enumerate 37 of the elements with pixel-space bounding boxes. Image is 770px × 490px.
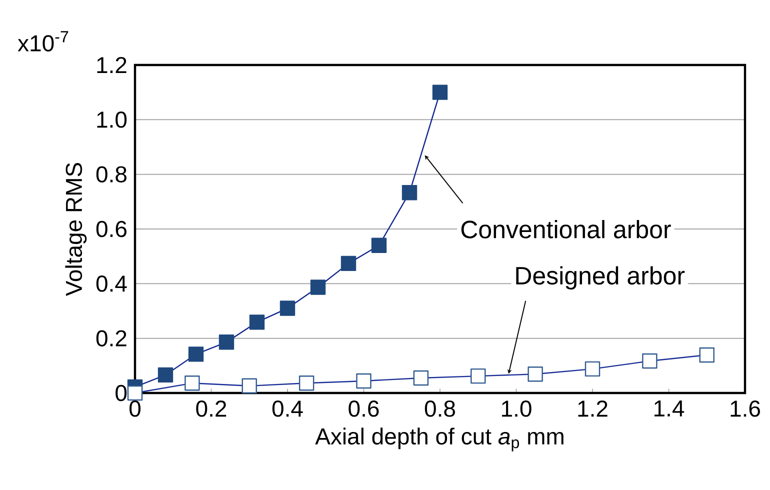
text: x10$^{-7}$ xyxy=(18,31,68,52)
x-tick-label: 0.4 xyxy=(272,400,303,417)
y-tick-label: 1.2 xyxy=(97,56,126,74)
x-tick-label: 1.6 xyxy=(730,400,760,417)
x-tick-label: 0.6 xyxy=(348,400,379,417)
point xyxy=(371,238,387,253)
point xyxy=(280,300,296,316)
y-tick-label: 0.6 xyxy=(96,220,126,238)
y-axis-title: Voltage RMS xyxy=(65,162,87,296)
point xyxy=(249,314,265,330)
point xyxy=(188,346,204,362)
point xyxy=(310,280,326,295)
y-tick-label: 0.2 xyxy=(96,330,126,346)
x-tick-label: 1.0 xyxy=(502,400,532,417)
point xyxy=(127,385,143,401)
point xyxy=(356,373,372,389)
y-tick-label: 0 xyxy=(116,384,127,402)
point xyxy=(158,367,174,383)
x-tick-label: 0.8 xyxy=(424,400,455,417)
x-tick-label: 1.4 xyxy=(654,400,684,416)
y-tick-label: 0.8 xyxy=(96,166,126,182)
point xyxy=(218,334,234,350)
point xyxy=(340,256,356,272)
annotation: Conventional arbor xyxy=(461,220,671,238)
annotation: Designed arbor xyxy=(516,266,685,290)
x-tick-label: 0 xyxy=(130,400,141,417)
point xyxy=(432,84,448,100)
x-axis-title: Axial depth of cut a$_{p}$ mm xyxy=(315,428,564,452)
point xyxy=(298,376,314,391)
x-tick-label: 0.2 xyxy=(196,400,226,417)
y-tick-label: 0.4 xyxy=(96,276,127,292)
point xyxy=(584,361,600,377)
x-tick-label: 1.2 xyxy=(578,400,608,417)
point xyxy=(402,185,418,200)
y-tick-label: 1.0 xyxy=(97,112,127,128)
point xyxy=(413,370,429,386)
point xyxy=(642,353,658,369)
